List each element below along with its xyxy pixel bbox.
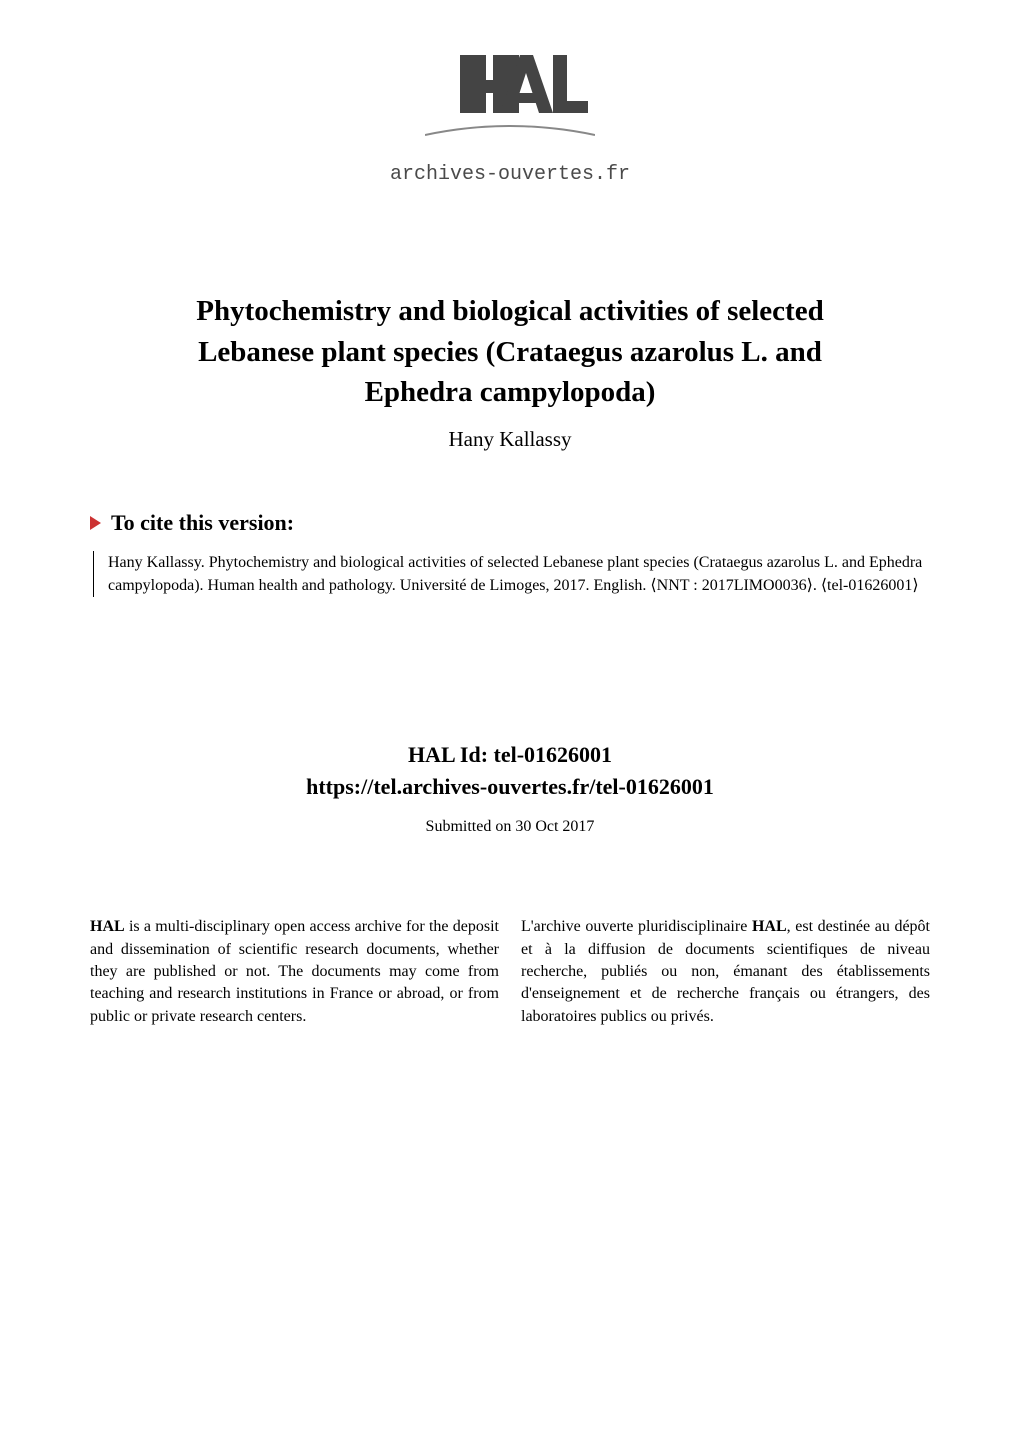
title-line-1: Phytochemistry and biological activities…: [80, 291, 940, 332]
hal-bold-right: HAL: [752, 918, 787, 935]
description-right-column: L'archive ouverte pluridisciplinaire HAL…: [521, 916, 930, 1028]
hal-bold-left: HAL: [90, 918, 125, 935]
title-line-3: Ephedra campylopoda): [80, 372, 940, 413]
title-section: Phytochemistry and biological activities…: [0, 291, 1020, 452]
submitted-date: Submitted on 30 Oct 2017: [0, 818, 1020, 836]
description-right-prefix: L'archive ouverte pluridisciplinaire: [521, 918, 752, 935]
hal-logo-container: archives-ouvertes.fr: [0, 0, 1020, 216]
hal-logo-svg: [425, 55, 595, 150]
author-name: Hany Kallassy: [80, 427, 940, 452]
description-left-column: HAL is a multi-disciplinary open access …: [90, 916, 499, 1028]
title-line-2: Lebanese plant species (Crataegus azarol…: [80, 332, 940, 373]
hal-logo: archives-ouvertes.fr: [390, 55, 630, 186]
cite-header: To cite this version:: [90, 510, 930, 536]
description-section: HAL is a multi-disciplinary open access …: [0, 916, 1020, 1028]
hal-id-label: HAL Id: tel-01626001: [0, 742, 1020, 768]
logo-text: archives-ouvertes.fr: [390, 163, 630, 186]
description-left-text: is a multi-disciplinary open access arch…: [90, 918, 499, 1025]
paper-title: Phytochemistry and biological activities…: [80, 291, 940, 413]
triangle-right-icon: [90, 516, 101, 530]
hal-url[interactable]: https://tel.archives-ouvertes.fr/tel-016…: [0, 774, 1020, 800]
cite-title: To cite this version:: [111, 510, 294, 536]
cite-section: To cite this version: Hany Kallassy. Phy…: [0, 510, 1020, 597]
hal-id-section: HAL Id: tel-01626001 https://tel.archive…: [0, 742, 1020, 836]
citation-text: Hany Kallassy. Phytochemistry and biolog…: [93, 551, 930, 597]
